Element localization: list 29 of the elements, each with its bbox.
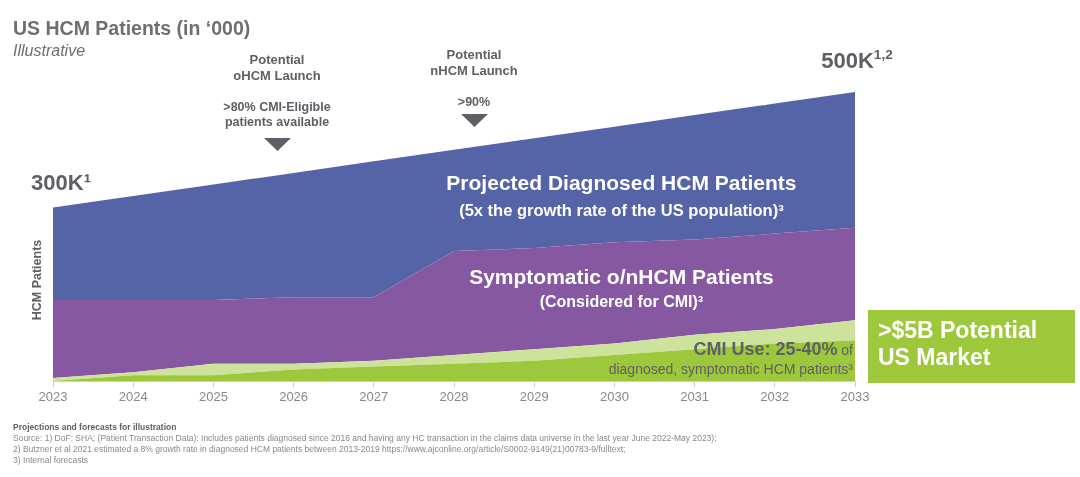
annotation: (5x the growth rate of the US population)³ — [459, 201, 785, 220]
x-tick-label: 2023 — [38, 389, 68, 405]
text: 2) Butzner et al 2021 estimated a 8% growth rate in diagnosed HCM patients between 2013-2019 https://www.ajconline.org/article/S0002-9149(21)00783-9/fulltext; — [13, 444, 626, 455]
x-tick-label: 2027 — [359, 389, 389, 405]
x-tick-label: 2024 — [118, 389, 148, 405]
x-tick-label: 2033 — [840, 389, 870, 405]
text: Potential nHCM Launch — [430, 46, 518, 78]
series-label: Projected Diagnosed HCM Patients — [446, 171, 797, 195]
text: >$5B Potential US Market — [878, 317, 1038, 371]
annotation: >90% — [457, 95, 491, 110]
source-note: Source: 1) DoF: SHA; (Patient Transaction Data): Includes patients diagnosed since 2016 and having any HC transaction in the claims data universe in the last year June 2022-May 2023); — [13, 433, 717, 444]
text: Projections and forecasts for illustration — [13, 422, 177, 433]
x-tick-label: 2030 — [599, 389, 629, 405]
x-tick-label: 2028 — [439, 389, 469, 405]
annotation: (Considered for CMI)³ — [539, 293, 704, 311]
x-tick-label: 2029 — [519, 389, 549, 405]
chart-title: US HCM Patients (in ‘000) — [13, 17, 251, 40]
text: Potential oHCM Launch — [233, 51, 321, 83]
y-axis-title: HCM Patients — [30, 239, 45, 321]
annotation: >80% CMI-Eligible patients available — [223, 100, 331, 130]
annotation: diagnosed, symptomatic HCM patients³ — [608, 360, 854, 377]
x-tick-label: 2032 — [760, 389, 790, 405]
chart-subtitle: Illustrative — [13, 42, 86, 60]
text: 3) Internal forecasts — [13, 455, 89, 466]
annotation: 300K¹ — [31, 169, 91, 195]
x-tick-label: 2031 — [680, 389, 710, 405]
series-label: Symptomatic o/nHCM Patients — [469, 264, 774, 288]
x-tick-label: 2025 — [198, 389, 228, 405]
x-tick-label: 2026 — [279, 389, 309, 405]
